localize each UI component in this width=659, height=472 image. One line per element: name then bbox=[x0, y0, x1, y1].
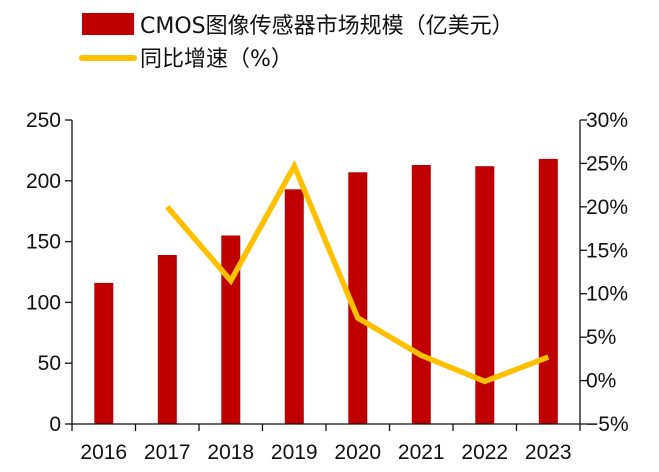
legend-line-label: 同比增速（%） bbox=[140, 47, 293, 72]
x-tick-label: 2023 bbox=[525, 441, 572, 464]
right-tick-label: 20% bbox=[586, 196, 628, 219]
x-tick-label: 2016 bbox=[80, 441, 127, 464]
right-tick-label: 30% bbox=[586, 109, 628, 132]
bar-2017 bbox=[157, 255, 177, 424]
x-tick-label: 2021 bbox=[398, 441, 445, 464]
legend-bar-label: CMOS图像传感器市场规模（亿美元） bbox=[140, 14, 514, 39]
growth-rate-line bbox=[165, 159, 550, 385]
right-tick-label: 25% bbox=[586, 152, 628, 175]
left-tick-label: 100 bbox=[26, 291, 61, 314]
bar-2023 bbox=[538, 158, 558, 424]
bar-2016 bbox=[94, 282, 114, 424]
legend: CMOS图像传感器市场规模（亿美元） 同比增速（%） bbox=[79, 13, 514, 72]
growth-line-layer bbox=[165, 159, 550, 385]
right-tick-label: 0% bbox=[586, 370, 616, 393]
left-tick-label: 250 bbox=[26, 109, 61, 132]
bar-2020 bbox=[348, 172, 368, 424]
x-tick-label: 2017 bbox=[144, 441, 191, 464]
legend-bar-swatch bbox=[82, 13, 134, 35]
right-tick-label: 5% bbox=[586, 326, 616, 349]
right-tick-label: 10% bbox=[586, 283, 628, 306]
x-tick-label: 2019 bbox=[271, 441, 318, 464]
left-tick-label: 0 bbox=[49, 413, 61, 436]
left-tick-label: 150 bbox=[26, 231, 61, 254]
bars bbox=[94, 158, 558, 424]
bar-2021 bbox=[411, 165, 431, 424]
bar-2022 bbox=[475, 166, 495, 424]
left-tick-label: 200 bbox=[26, 170, 61, 193]
bar-2019 bbox=[284, 189, 304, 424]
right-tick-label: 15% bbox=[586, 239, 628, 262]
axes: 0 50 100 150 200 250 −5% 0% 5% 10% 15% 20% 25% 30% 201… bbox=[26, 109, 629, 464]
bar-2018 bbox=[221, 235, 241, 424]
x-tick-label: 2020 bbox=[334, 441, 381, 464]
x-tick-label: 2018 bbox=[207, 441, 254, 464]
right-tick-label: −5% bbox=[586, 413, 629, 436]
x-tick-label: 2022 bbox=[461, 441, 508, 464]
left-tick-label: 50 bbox=[38, 352, 61, 375]
